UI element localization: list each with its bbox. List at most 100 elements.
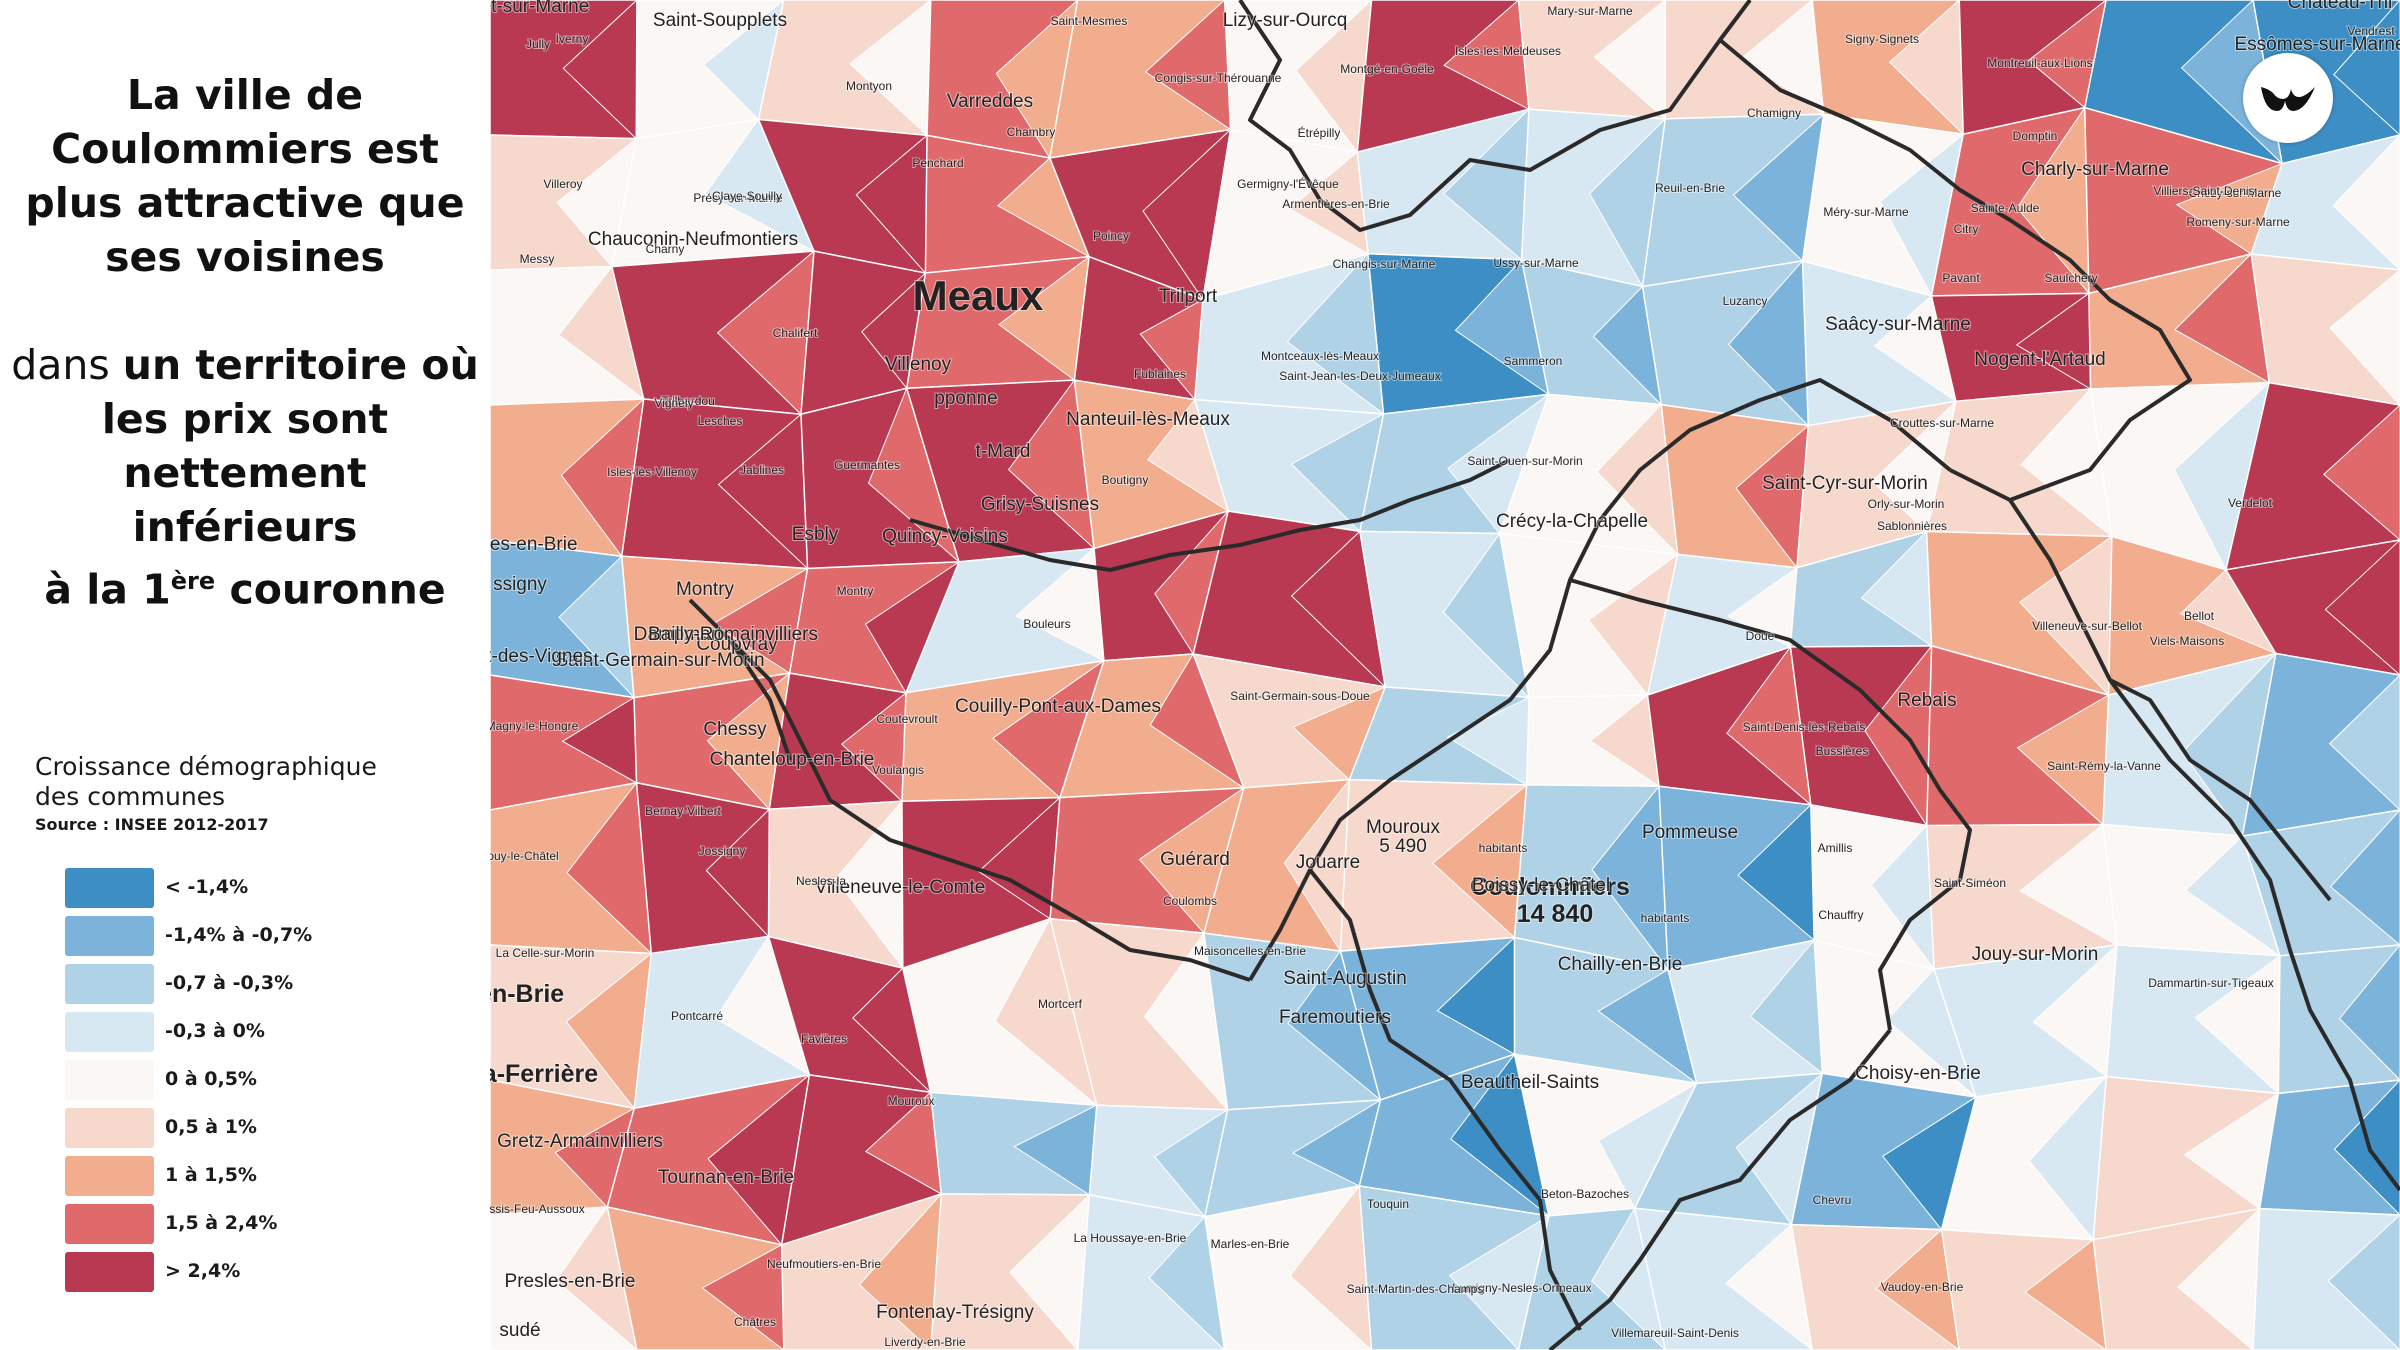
place-label: Marles-en-Brie xyxy=(1211,1237,1290,1251)
place-label: Coulommiers xyxy=(1470,873,1630,901)
legend-item: 1,5 à 2,4% xyxy=(65,1204,365,1244)
place-label: Changis-sur-Marne xyxy=(1333,257,1436,271)
commune-area[interactable] xyxy=(2329,809,2400,946)
headline-text: couronne xyxy=(215,565,446,614)
place-label: Guermantes xyxy=(834,458,900,472)
place-label: pponne xyxy=(934,388,997,409)
territory-border xyxy=(2108,678,2400,1192)
place-label: Montreuil-aux-Lions xyxy=(1987,56,2092,70)
place-label: Charly-sur-Marne xyxy=(2021,159,2169,180)
place-label: t-Mard xyxy=(976,441,1031,462)
place-label: Bernay-Vilbert xyxy=(645,804,721,818)
territory-border xyxy=(1238,0,1752,232)
place-label: Coutevroult xyxy=(876,712,938,726)
place-label: Penchard xyxy=(912,156,963,170)
logo-mark-icon xyxy=(2261,87,2315,111)
choropleth-map[interactable]: Meaux Coulommiers 14 840 habitants Mouroux 5 … xyxy=(490,0,2400,1350)
commune-area[interactable] xyxy=(2338,944,2400,1081)
place-label: Montry xyxy=(837,584,874,598)
commune-area[interactable] xyxy=(2250,134,2400,271)
place-label: Mouroux xyxy=(888,1094,935,1108)
commune-area[interactable] xyxy=(2324,539,2400,676)
place-label: Montceaux-lès-Meaux xyxy=(1261,349,1379,363)
commune-area[interactable] xyxy=(2250,253,2400,406)
place-label: Crécy-la-Chapelle xyxy=(1496,511,1648,532)
place-label: Essômes-sur-Marne xyxy=(2234,34,2400,55)
place-label: Nogent-l'Artaud xyxy=(1974,349,2105,370)
place-label: Maisoncelles-en-Brie xyxy=(1194,944,1306,958)
place-label: Chessy xyxy=(703,719,767,740)
place-label: Boissy-le-Châtel xyxy=(1472,875,1610,896)
legend-item: -1,4% à -0,7% xyxy=(65,916,365,956)
commune-area[interactable] xyxy=(2328,674,2400,811)
commune-area[interactable] xyxy=(2258,1079,2400,1216)
place-label: Saulchery xyxy=(2044,271,2097,285)
place-label: Villeneuve-le-Comte xyxy=(815,877,986,898)
place-label: Rebais xyxy=(1897,690,1956,711)
brand-logo xyxy=(2243,53,2333,143)
place-label: Sainte-Aulde xyxy=(1971,201,2040,215)
territory-border xyxy=(2008,498,2332,902)
legend-swatch xyxy=(65,1012,154,1052)
commune-area[interactable] xyxy=(2327,1214,2400,1350)
place-label: Le Plessis-Feu-Aussoux xyxy=(490,1202,585,1216)
territory-border xyxy=(728,638,792,761)
legend-label: -0,7 à -0,3% xyxy=(165,972,294,994)
place-label: Villenoy xyxy=(885,354,952,375)
commune-area[interactable] xyxy=(2323,404,2400,541)
commune-area[interactable] xyxy=(2224,381,2400,571)
place-label: Saint-Soupplets xyxy=(653,10,787,31)
place-label: Choisy-en-Brie xyxy=(1855,1063,1981,1084)
territory-border xyxy=(688,598,1251,982)
place-label: Beton-Bazoches xyxy=(1541,1187,1629,1201)
place-label: Isles-les-Meldeuses xyxy=(1455,44,1561,58)
place-label: Chevru xyxy=(1813,1193,1852,1207)
place-label: Esbly xyxy=(792,524,839,545)
commune-area[interactable] xyxy=(2333,0,2400,136)
place-label: Chamigny xyxy=(1747,106,1801,120)
place-label: Chalifert xyxy=(773,326,818,340)
place-label: Charny xyxy=(646,242,685,256)
place-label: Mary-sur-Marne xyxy=(1547,4,1633,18)
legend-label: 0 à 0,5% xyxy=(165,1068,257,1090)
place-label: Saint-Germain-sur-Morin xyxy=(555,650,764,671)
legend-swatch xyxy=(65,1108,154,1148)
legend-swatch xyxy=(65,868,154,908)
place-label: Jouarre xyxy=(1296,852,1360,873)
place-label: Bailly-Romainvilliers xyxy=(648,624,818,645)
place-label: Villeneuve-sur-Bellot xyxy=(2032,619,2143,633)
legend-item: > 2,4% xyxy=(65,1252,365,1292)
territory-border xyxy=(1548,1028,1892,1350)
place-label: y-en-Brie xyxy=(490,980,564,1008)
place-label: Jablines xyxy=(740,463,784,477)
place-label: Presles-en-Brie xyxy=(505,1271,636,1292)
place-label: Villiers-Saint-Denis xyxy=(2153,184,2254,198)
place-label: Saint-Denis-lès-Rebais xyxy=(1743,720,1866,734)
commune-area[interactable] xyxy=(2329,269,2400,406)
commune-layer xyxy=(490,0,2400,1350)
place-label: Poincy xyxy=(1093,229,1129,243)
place-label: Liverdy-en-Brie xyxy=(884,1335,966,1349)
place-label: Villemareuil-Saint-Denis xyxy=(1611,1326,1739,1340)
place-label: Favières xyxy=(801,1032,847,1046)
place-label: Dammartin-sur-Tigeaux xyxy=(2148,976,2274,990)
place-label: Montgé-en-Goële xyxy=(1340,62,1434,76)
commune-area[interactable] xyxy=(2332,134,2400,271)
place-label: La Houssaye-en-Brie xyxy=(1074,1231,1187,1245)
legend-label: 0,5 à 1% xyxy=(165,1116,257,1138)
legend-label: < -1,4% xyxy=(165,876,249,898)
place-label: sudé xyxy=(499,1320,540,1341)
territory-border xyxy=(1718,38,2192,502)
place-label: Jouy-le-Châtel xyxy=(490,849,559,863)
place-label: Congis-sur-Thérouanne xyxy=(1155,71,1282,85)
commune-area[interactable] xyxy=(2224,539,2400,676)
place-label: Pommeuse xyxy=(1642,822,1738,843)
commune-area[interactable] xyxy=(2241,652,2400,838)
place-label: Saint-Martin-des-Champs xyxy=(1347,1282,1484,1296)
headline-line: à la 1ère couronne xyxy=(10,554,480,617)
place-label: Orly-sur-Morin xyxy=(1868,497,1945,511)
place-label: Beautheil-Saints xyxy=(1461,1072,1599,1093)
place-label: Saâcy-sur-Marne xyxy=(1825,314,1971,335)
place-label: Reuil-en-Brie xyxy=(1655,181,1725,195)
